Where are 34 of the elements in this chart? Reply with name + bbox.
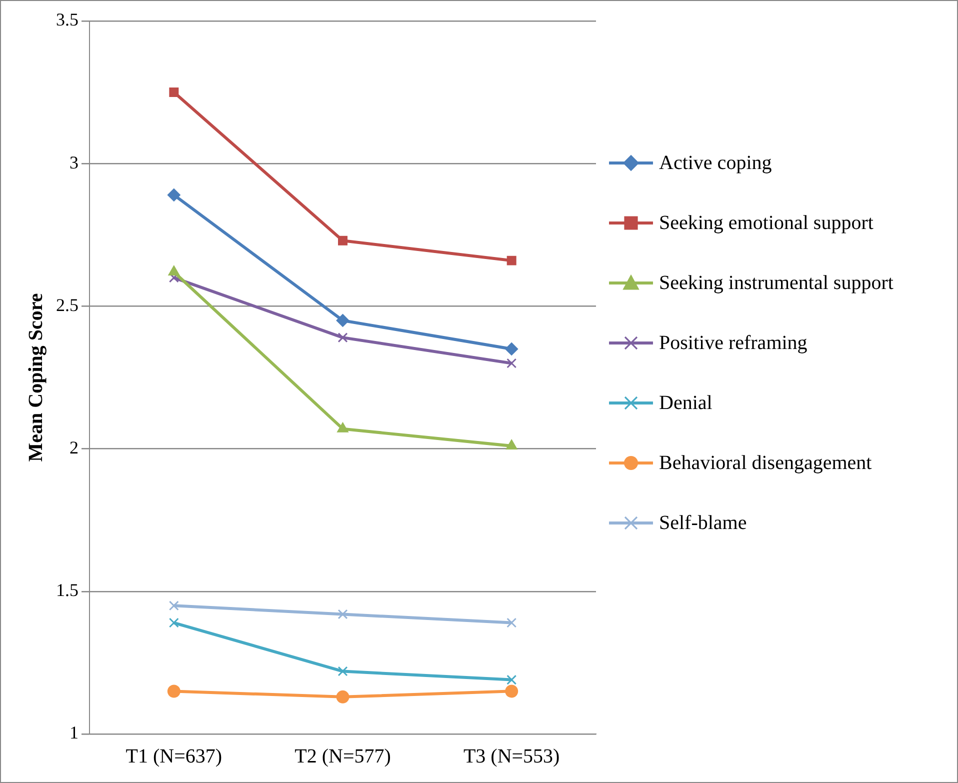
point bbox=[506, 618, 517, 628]
point bbox=[505, 684, 518, 698]
legend-label: Positive reframing bbox=[659, 331, 808, 355]
legend-label: Active coping bbox=[659, 151, 772, 175]
legend-label: Seeking emotional support bbox=[659, 211, 874, 235]
x-tick-label: T2 (N=577) bbox=[294, 745, 391, 768]
point bbox=[506, 674, 517, 685]
point bbox=[168, 600, 179, 611]
legend-label: Seeking instrumental support bbox=[659, 271, 894, 295]
point bbox=[336, 314, 350, 327]
x-tick-label: T3 (N=553) bbox=[463, 745, 560, 768]
point bbox=[168, 618, 179, 628]
y-axis-title: Mean Coping Score bbox=[25, 293, 48, 462]
x-tick-label: T1 (N=637) bbox=[126, 745, 222, 768]
point bbox=[167, 188, 180, 202]
y-tick-label: 1 bbox=[70, 722, 78, 743]
point bbox=[336, 690, 350, 704]
point bbox=[506, 358, 517, 368]
point bbox=[338, 236, 348, 246]
y-tick-label: 2.5 bbox=[56, 294, 78, 315]
y-tick-label: 3 bbox=[70, 152, 78, 172]
y-tick-label: 2 bbox=[70, 438, 78, 458]
point bbox=[338, 609, 348, 620]
point bbox=[505, 342, 518, 356]
y-tick-label: 1.5 bbox=[56, 580, 78, 600]
legend-label: Denial bbox=[659, 391, 712, 415]
point bbox=[338, 332, 348, 343]
point bbox=[338, 666, 348, 676]
point bbox=[506, 256, 516, 266]
legend-label: Behavioral disengagement bbox=[659, 451, 872, 475]
point bbox=[169, 88, 179, 98]
legend-label: Self-blame bbox=[659, 511, 747, 535]
point bbox=[167, 684, 180, 698]
y-tick-label: 3.5 bbox=[56, 10, 78, 30]
